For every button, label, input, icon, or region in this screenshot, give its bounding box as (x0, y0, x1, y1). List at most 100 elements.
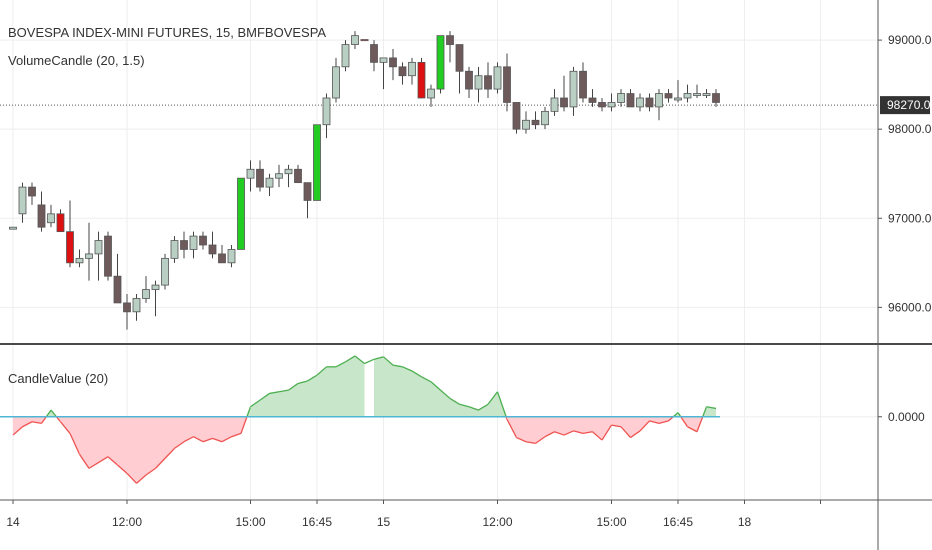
candle (474, 66, 483, 103)
candle-body (18, 186, 27, 215)
candle (702, 89, 711, 98)
candle-body (151, 284, 160, 290)
y-tick-label: 99000.0 (888, 33, 932, 47)
area-positive (421, 376, 431, 417)
candle-body (104, 235, 112, 277)
candle-body (351, 35, 359, 45)
candle (94, 231, 103, 281)
candle-body (465, 70, 473, 90)
candle-value-label: CandleValue (20) (8, 371, 108, 386)
candle-body (683, 93, 692, 99)
candle (18, 182, 27, 223)
area-negative (611, 416, 621, 427)
candle-value-line (620, 426, 631, 438)
candle-value-line (259, 392, 270, 401)
candle-value-line (535, 436, 546, 444)
candle (9, 226, 17, 230)
candle-value-line (573, 430, 584, 435)
candle-body (446, 35, 454, 45)
candle (598, 98, 606, 112)
area-negative (516, 416, 526, 442)
candle-body (47, 213, 55, 224)
candle (294, 164, 302, 184)
candle (503, 53, 511, 112)
candle-value-line (250, 399, 261, 408)
candle (180, 231, 188, 259)
candle (256, 160, 264, 192)
candle-value-line (459, 403, 470, 408)
area-negative (621, 416, 631, 438)
candle-value-line (649, 420, 660, 425)
x-tick-label: 15:00 (596, 515, 626, 529)
candle (560, 75, 568, 112)
candle-body (455, 44, 464, 72)
candle-value-line (611, 424, 622, 428)
candle-value-line (440, 389, 451, 399)
area-negative (554, 416, 564, 436)
candle (189, 231, 198, 259)
candle (246, 160, 255, 192)
candle (66, 200, 74, 268)
candle-value-line (544, 431, 555, 438)
area-negative (146, 416, 156, 476)
candle-value-line (506, 418, 518, 438)
candle-value-line (554, 431, 565, 436)
candle (151, 280, 160, 317)
candle-body (37, 204, 46, 228)
area-negative (573, 416, 583, 434)
candle-body (522, 119, 530, 130)
candle-body (66, 231, 74, 264)
x-tick-label: 15 (377, 515, 391, 529)
area-positive (393, 365, 403, 417)
candle-value-line (516, 436, 527, 443)
candle-value-line (278, 389, 289, 393)
candle-body (94, 240, 103, 255)
candle-body (541, 110, 549, 126)
candle-value-line (316, 366, 327, 376)
candle (341, 40, 350, 72)
candle-body (588, 97, 597, 103)
candle-value-line (288, 382, 299, 391)
area-positive (478, 404, 488, 417)
candle-value-line (639, 420, 650, 432)
candle (512, 102, 521, 134)
candle-body (313, 124, 321, 201)
candle (322, 93, 331, 139)
area-positive (431, 381, 441, 417)
candle (379, 57, 388, 90)
candle-value-line (78, 453, 90, 469)
candle-body (579, 70, 587, 99)
candle-body (512, 102, 521, 130)
area-negative (222, 416, 232, 442)
area-positive (298, 380, 308, 417)
candle-body (132, 298, 141, 313)
candle (37, 191, 46, 232)
candle-value-line (107, 456, 118, 466)
candle-value-line (525, 441, 536, 445)
candle (265, 173, 274, 196)
candle-value-line (354, 355, 365, 364)
candle (446, 31, 454, 63)
candle-value-line (496, 391, 507, 417)
candle-value-line (563, 430, 574, 436)
candle-value-line (69, 433, 81, 455)
area-positive (250, 400, 260, 417)
area-negative (22, 416, 32, 427)
candle-body (674, 97, 682, 101)
candle-value-line (212, 437, 223, 443)
x-tick-label: 12:00 (112, 515, 142, 529)
candle (142, 276, 150, 303)
candle-value-line (183, 436, 194, 443)
candle-value-line (202, 437, 213, 443)
area-negative (231, 416, 241, 437)
candle (417, 57, 426, 99)
candle (85, 222, 93, 281)
area-negative (526, 416, 536, 444)
candle-value-line (421, 376, 432, 383)
area-positive (412, 370, 422, 417)
candle-body (227, 249, 236, 264)
candle-value-indicator (0, 355, 720, 484)
area-negative (136, 416, 146, 484)
y-tick-label: 97000.0 (888, 211, 932, 225)
